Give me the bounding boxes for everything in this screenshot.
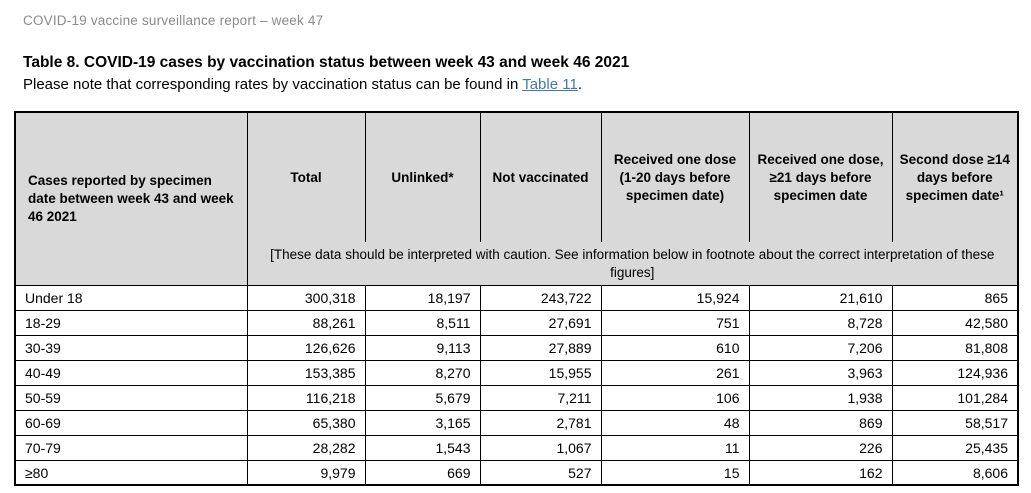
subtitle-period: . <box>577 75 582 93</box>
age-group-cell: Under 18 <box>14 284 248 311</box>
one-dose-1-20-cell: 11 <box>600 434 750 461</box>
one-dose-1-20-cell: 15,924 <box>600 284 750 311</box>
not-vaccinated-cell: 15,955 <box>479 359 602 386</box>
total-cell: 9,979 <box>246 459 366 486</box>
one-dose-21-cell: 21,610 <box>748 284 893 311</box>
second-dose-cell: 8,606 <box>891 459 1019 486</box>
column-header-one-dose-1-20-days: Received one dose (1-20 days before spec… <box>600 112 750 243</box>
unlinked-cell: 1,543 <box>364 434 481 461</box>
caution-note: [These data should be interpreted with c… <box>247 242 1018 286</box>
not-vaccinated-cell: 2,781 <box>479 409 602 436</box>
total-cell: 126,626 <box>246 334 366 361</box>
total-cell: 153,385 <box>246 359 366 386</box>
table-row-under-18: Under 18 300,318 18,197 243,722 15,924 2… <box>14 284 1019 311</box>
second-dose-cell: 865 <box>891 284 1019 311</box>
one-dose-21-cell: 226 <box>748 434 893 461</box>
second-dose-cell: 42,580 <box>891 309 1019 336</box>
age-group-cell: 18-29 <box>14 309 248 336</box>
one-dose-1-20-cell: 106 <box>600 384 750 411</box>
table-header-row: Cases reported by specimen date between … <box>14 112 1019 286</box>
total-cell: 116,218 <box>246 384 366 411</box>
subtitle-text: Please note that corresponding rates by … <box>23 75 523 93</box>
page-title: Table 8. COVID-19 cases by vaccination s… <box>23 54 630 71</box>
total-cell: 300,318 <box>246 284 366 311</box>
second-dose-cell: 25,435 <box>891 434 1019 461</box>
age-group-cell: ≥80 <box>14 459 248 486</box>
caution-note-row: [These data should be interpreted with c… <box>15 242 1018 286</box>
table-row-18-29: 18-29 88,261 8,511 27,691 751 8,728 42,5… <box>14 309 1019 336</box>
unlinked-cell: 669 <box>364 459 481 486</box>
unlinked-cell: 8,270 <box>364 359 481 386</box>
covid-cases-by-vaccination-status-table: Cases reported by specimen date between … <box>14 111 1019 487</box>
total-cell: 65,380 <box>246 409 366 436</box>
table-row-40-49: 40-49 153,385 8,270 15,955 261 3,963 124… <box>14 359 1019 386</box>
table-row-30-39: 30-39 126,626 9,113 27,889 610 7,206 81,… <box>14 334 1019 361</box>
unlinked-cell: 9,113 <box>364 334 481 361</box>
age-group-cell: 40-49 <box>14 359 248 386</box>
age-group-cell: 30-39 <box>14 334 248 361</box>
unlinked-cell: 8,511 <box>364 309 481 336</box>
not-vaccinated-cell: 527 <box>479 459 602 486</box>
column-header-total: Total <box>246 112 366 243</box>
one-dose-1-20-cell: 610 <box>600 334 750 361</box>
not-vaccinated-cell: 7,211 <box>479 384 602 411</box>
column-header-cases-reported: Cases reported by specimen date between … <box>14 112 248 286</box>
second-dose-cell: 58,517 <box>891 409 1019 436</box>
not-vaccinated-cell: 27,889 <box>479 334 602 361</box>
one-dose-1-20-cell: 15 <box>600 459 750 486</box>
one-dose-21-cell: 1,938 <box>748 384 893 411</box>
one-dose-21-cell: 869 <box>748 409 893 436</box>
table-row-80-plus: ≥80 9,979 669 527 15 162 8,606 <box>14 459 1019 486</box>
table-row-60-69: 60-69 65,380 3,165 2,781 48 869 58,517 <box>14 409 1019 436</box>
column-header-unlinked: Unlinked* <box>364 112 481 243</box>
age-group-cell: 60-69 <box>14 409 248 436</box>
one-dose-21-cell: 7,206 <box>748 334 893 361</box>
one-dose-1-20-cell: 261 <box>600 359 750 386</box>
total-cell: 88,261 <box>246 309 366 336</box>
column-header-not-vaccinated: Not vaccinated <box>479 112 602 243</box>
table-row-70-79: 70-79 28,282 1,543 1,067 11 226 25,435 <box>14 434 1019 461</box>
unlinked-cell: 18,197 <box>364 284 481 311</box>
column-header-one-dose-21-days: Received one dose, ≥21 days before speci… <box>748 112 893 243</box>
unlinked-cell: 3,165 <box>364 409 481 436</box>
unlinked-cell: 5,679 <box>364 384 481 411</box>
not-vaccinated-cell: 243,722 <box>479 284 602 311</box>
one-dose-21-cell: 8,728 <box>748 309 893 336</box>
table-11-link[interactable]: Table 11 <box>522 75 578 93</box>
one-dose-21-cell: 162 <box>748 459 893 486</box>
one-dose-1-20-cell: 751 <box>600 309 750 336</box>
not-vaccinated-cell: 1,067 <box>479 434 602 461</box>
total-cell: 28,282 <box>246 434 366 461</box>
second-dose-cell: 124,936 <box>891 359 1019 386</box>
table-row-50-59: 50-59 116,218 5,679 7,211 106 1,938 101,… <box>14 384 1019 411</box>
second-dose-cell: 81,808 <box>891 334 1019 361</box>
age-group-cell: 70-79 <box>14 434 248 461</box>
column-header-second-dose: Second dose ≥14 days before specimen dat… <box>891 112 1019 243</box>
one-dose-1-20-cell: 48 <box>600 409 750 436</box>
one-dose-21-cell: 3,963 <box>748 359 893 386</box>
age-group-cell: 50-59 <box>14 384 248 411</box>
second-dose-cell: 101,284 <box>891 384 1019 411</box>
report-header: COVID-19 vaccine surveillance report – w… <box>23 13 324 28</box>
not-vaccinated-cell: 27,691 <box>479 309 602 336</box>
table-subtitle: Please note that corresponding rates by … <box>23 76 1031 95</box>
